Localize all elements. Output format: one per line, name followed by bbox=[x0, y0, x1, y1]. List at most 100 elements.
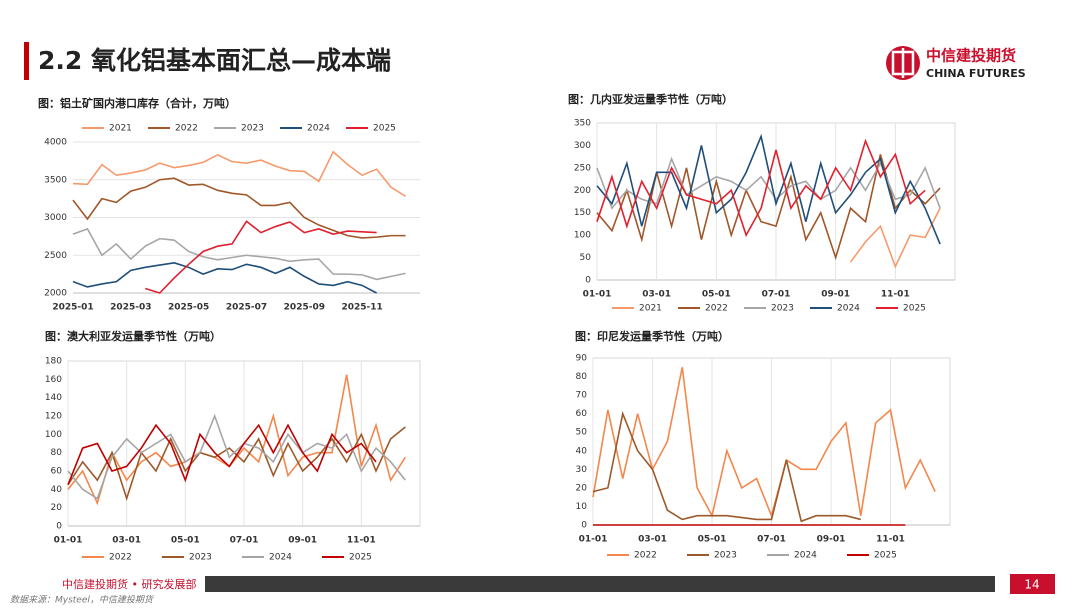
logo-en: CHINA FUTURES bbox=[926, 67, 1026, 80]
slide-title: 2.2 氧化铝基本面汇总—成本端 bbox=[38, 46, 391, 75]
y-tick-label: 250 bbox=[574, 163, 591, 173]
x-tick-label: 2025-01 bbox=[52, 303, 93, 313]
legend-label: 2024 bbox=[837, 304, 860, 314]
x-tick-label: 2025-03 bbox=[110, 303, 151, 313]
y-tick-label: 90 bbox=[576, 354, 588, 364]
y-tick-label: 20 bbox=[576, 483, 588, 493]
y-tick-label: 100 bbox=[45, 430, 62, 440]
x-tick-label: 2025-11 bbox=[342, 303, 383, 313]
x-tick-label: 09-01 bbox=[817, 535, 846, 545]
y-tick-label: 160 bbox=[45, 375, 62, 385]
legend-label: 2023 bbox=[771, 304, 794, 314]
footer-org: 中信建投期货 • 研究发展部 bbox=[62, 577, 196, 591]
y-tick-label: 4000 bbox=[44, 138, 67, 148]
x-tick-label: 09-01 bbox=[288, 536, 317, 546]
x-tick-label: 07-01 bbox=[762, 290, 791, 300]
y-tick-label: 80 bbox=[576, 372, 588, 382]
y-tick-label: 20 bbox=[51, 503, 63, 513]
y-tick-label: 50 bbox=[580, 253, 592, 263]
series-line bbox=[145, 220, 377, 294]
legend-label: 2024 bbox=[794, 551, 817, 561]
x-tick-label: 11-01 bbox=[347, 536, 376, 546]
y-tick-label: 3000 bbox=[44, 213, 67, 223]
logo-cn: 中信建投期货 bbox=[926, 47, 1016, 65]
y-tick-label: 350 bbox=[574, 119, 591, 129]
x-tick-label: 07-01 bbox=[230, 536, 259, 546]
y-tick-label: 0 bbox=[56, 522, 62, 532]
x-tick-label: 03-01 bbox=[638, 535, 667, 545]
x-tick-label: 07-01 bbox=[757, 535, 786, 545]
title-bar bbox=[24, 42, 29, 80]
y-tick-label: 2500 bbox=[44, 251, 67, 261]
chart-title: 图：铝土矿国内港口库存（合计，万吨） bbox=[38, 96, 236, 110]
series-line bbox=[67, 426, 406, 502]
chart-title: 图：澳大利亚发运量季节性（万吨） bbox=[45, 329, 221, 343]
page-number: 14 bbox=[1024, 578, 1039, 592]
y-tick-label: 40 bbox=[576, 446, 588, 456]
series-line bbox=[592, 410, 861, 523]
page-box bbox=[1010, 574, 1055, 594]
series-line bbox=[67, 423, 377, 486]
legend-label: 2024 bbox=[307, 124, 330, 134]
series-line bbox=[72, 227, 406, 281]
series-line bbox=[67, 374, 407, 506]
x-tick-label: 2025-05 bbox=[168, 303, 209, 313]
legend-label: 2022 bbox=[634, 551, 657, 561]
y-tick-label: 80 bbox=[51, 448, 63, 458]
x-tick-label: 05-01 bbox=[171, 536, 200, 546]
series-line bbox=[67, 413, 406, 500]
legend-label: 2021 bbox=[109, 124, 132, 134]
chart-title: 图：几内亚发运量季节性（万吨） bbox=[568, 92, 733, 106]
series-line bbox=[596, 138, 926, 238]
y-tick-label: 3500 bbox=[44, 175, 67, 185]
legend-label: 2023 bbox=[714, 551, 737, 561]
y-tick-label: 30 bbox=[576, 465, 588, 475]
legend-label: 2024 bbox=[269, 553, 292, 563]
series-line bbox=[596, 133, 941, 245]
y-tick-label: 50 bbox=[576, 428, 588, 438]
y-tick-label: 180 bbox=[45, 357, 62, 367]
legend-label: 2022 bbox=[175, 124, 198, 134]
y-tick-label: 140 bbox=[45, 393, 62, 403]
x-tick-label: 11-01 bbox=[876, 535, 905, 545]
legend-label: 2021 bbox=[639, 304, 662, 314]
chart-title: 图：印尼发运量季节性（万吨） bbox=[575, 329, 729, 343]
legend-label: 2023 bbox=[189, 553, 212, 563]
x-tick-label: 09-01 bbox=[821, 290, 850, 300]
series-line bbox=[592, 367, 936, 519]
x-tick-label: 03-01 bbox=[112, 536, 141, 546]
x-tick-label: 05-01 bbox=[702, 290, 731, 300]
legend-label: 2022 bbox=[109, 553, 132, 563]
y-tick-label: 2000 bbox=[44, 289, 67, 299]
series-line bbox=[72, 150, 406, 198]
y-tick-label: 150 bbox=[574, 208, 591, 218]
legend-label: 2025 bbox=[903, 304, 926, 314]
legend-label: 2025 bbox=[874, 551, 897, 561]
y-tick-label: 0 bbox=[581, 521, 587, 531]
y-tick-label: 300 bbox=[574, 141, 591, 151]
series-line bbox=[72, 261, 377, 294]
x-tick-label: 2025-07 bbox=[226, 303, 267, 313]
x-tick-label: 01-01 bbox=[579, 535, 608, 545]
x-tick-label: 2025-09 bbox=[284, 303, 325, 313]
x-tick-label: 01-01 bbox=[583, 290, 612, 300]
x-tick-label: 11-01 bbox=[881, 290, 910, 300]
legend-label: 2025 bbox=[349, 553, 372, 563]
series-line bbox=[849, 207, 941, 269]
legend-label: 2025 bbox=[373, 124, 396, 134]
y-tick-label: 100 bbox=[574, 231, 591, 241]
y-tick-label: 60 bbox=[576, 409, 588, 419]
x-tick-label: 03-01 bbox=[642, 290, 671, 300]
y-tick-label: 70 bbox=[576, 391, 588, 401]
y-tick-label: 0 bbox=[585, 276, 591, 286]
y-tick-label: 120 bbox=[45, 412, 62, 422]
legend-label: 2023 bbox=[241, 124, 264, 134]
x-tick-label: 05-01 bbox=[698, 535, 727, 545]
y-tick-label: 40 bbox=[51, 485, 63, 495]
footer-bar bbox=[205, 576, 995, 592]
series-line bbox=[72, 177, 406, 239]
y-tick-label: 200 bbox=[574, 186, 591, 196]
x-tick-label: 01-01 bbox=[54, 536, 83, 546]
